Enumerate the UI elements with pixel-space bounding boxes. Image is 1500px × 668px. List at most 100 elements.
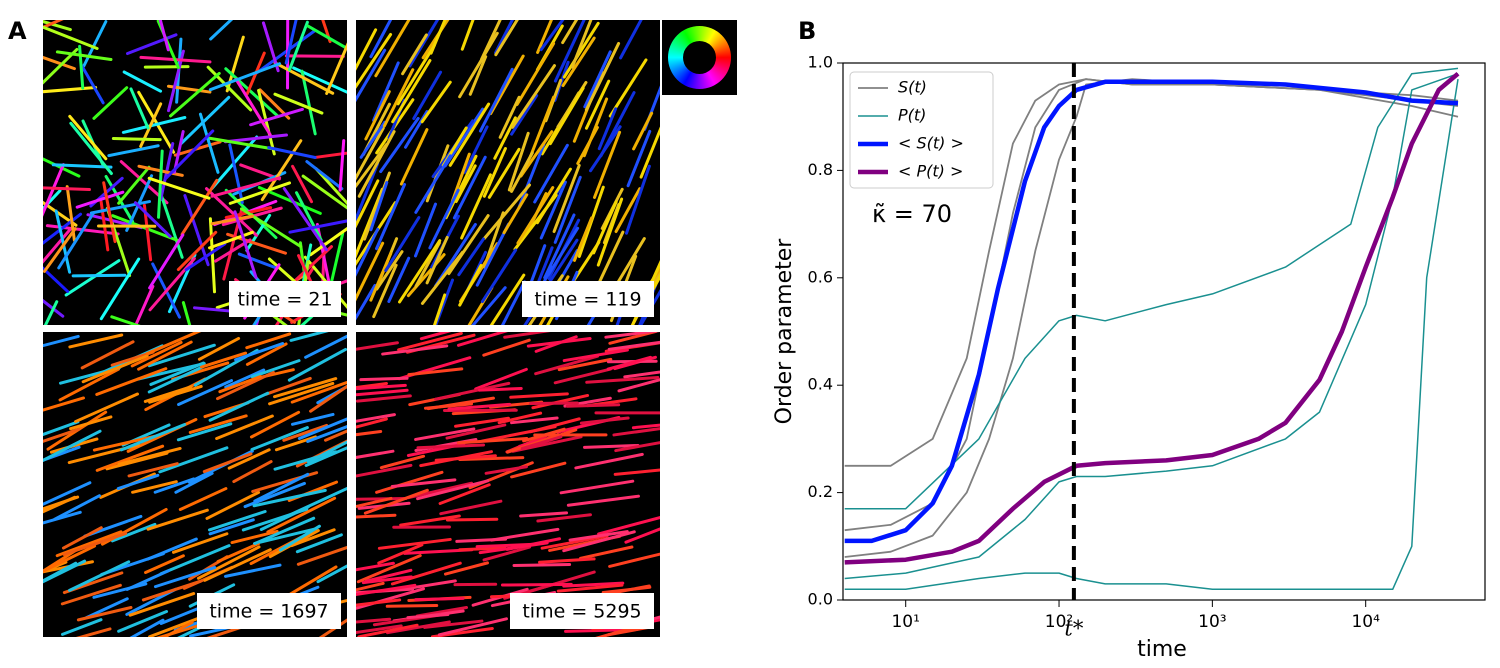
rod	[179, 95, 231, 146]
rod	[250, 426, 309, 451]
rod	[208, 518, 255, 536]
rod	[79, 63, 105, 105]
rod	[612, 427, 660, 437]
rod	[478, 67, 514, 133]
rod	[131, 480, 178, 494]
rod	[359, 376, 409, 382]
rod	[117, 165, 151, 205]
rod	[305, 160, 344, 191]
rod	[43, 481, 92, 506]
rod	[512, 562, 572, 567]
rod	[158, 20, 170, 52]
panel-label: B	[798, 17, 816, 45]
rod	[129, 618, 165, 637]
rod	[579, 545, 634, 560]
rod	[608, 552, 660, 568]
rod	[369, 252, 393, 302]
rod	[529, 95, 556, 158]
rod	[266, 496, 337, 534]
rod	[199, 351, 248, 369]
rod	[153, 566, 217, 589]
rod	[596, 197, 624, 267]
rod	[568, 530, 629, 542]
rod	[509, 392, 569, 399]
x-tick-label: 10¹	[891, 612, 919, 632]
rod	[624, 527, 660, 544]
rod	[607, 340, 660, 351]
rod	[434, 222, 477, 288]
rod	[171, 532, 229, 554]
rod	[614, 441, 660, 453]
rod	[278, 524, 321, 552]
rod	[304, 446, 347, 467]
rod	[273, 92, 324, 115]
rod	[387, 256, 411, 303]
rod	[582, 97, 609, 158]
rod	[425, 235, 449, 285]
rod	[458, 456, 525, 462]
rod	[432, 293, 447, 325]
rod	[206, 65, 253, 112]
rod	[252, 527, 318, 546]
rod	[597, 107, 618, 151]
rod	[639, 126, 660, 179]
x-axis-label: time	[1137, 637, 1187, 662]
rod	[500, 280, 527, 325]
rod	[300, 69, 317, 136]
rod	[561, 20, 579, 45]
rod	[458, 263, 483, 307]
rod	[148, 233, 185, 290]
rod	[99, 257, 141, 321]
rod	[64, 259, 121, 297]
series-line	[844, 78, 1459, 591]
rod	[134, 284, 155, 325]
rod	[261, 21, 280, 73]
rod	[356, 126, 385, 181]
rod	[538, 557, 596, 564]
rod	[316, 564, 347, 584]
rod	[416, 479, 490, 501]
rod	[309, 226, 347, 257]
rod	[54, 209, 72, 274]
rod	[429, 20, 447, 55]
rod	[493, 116, 517, 160]
rod	[253, 472, 310, 503]
rod	[43, 510, 82, 525]
rod	[356, 382, 389, 389]
rod	[104, 174, 135, 224]
rod	[384, 216, 421, 272]
rod	[356, 513, 397, 519]
rod	[198, 112, 220, 174]
rod	[133, 201, 172, 239]
rod	[475, 222, 511, 287]
rod	[297, 417, 347, 440]
rod	[526, 337, 592, 348]
rod	[180, 178, 219, 236]
series-line	[844, 79, 1459, 544]
rod	[531, 393, 590, 410]
x-tick-label: 10²	[1045, 612, 1073, 632]
rod	[519, 130, 554, 178]
rod	[478, 386, 523, 392]
rod	[557, 357, 613, 372]
rod	[183, 194, 210, 267]
rod	[399, 514, 461, 527]
rod	[556, 583, 624, 593]
rod	[498, 95, 521, 139]
rod	[583, 443, 640, 449]
rod	[177, 379, 234, 406]
rod	[188, 414, 248, 434]
rod	[125, 174, 154, 232]
rod	[218, 375, 262, 394]
rod	[372, 263, 398, 319]
rod	[390, 478, 457, 488]
rod	[599, 91, 636, 158]
rod	[438, 483, 491, 506]
rod	[92, 86, 129, 120]
rods	[43, 332, 347, 637]
rod	[562, 21, 600, 79]
y-tick-label: 0.2	[808, 482, 833, 501]
rod	[375, 182, 407, 251]
rod	[173, 140, 222, 157]
legend-label: < P(t) >	[898, 162, 963, 181]
